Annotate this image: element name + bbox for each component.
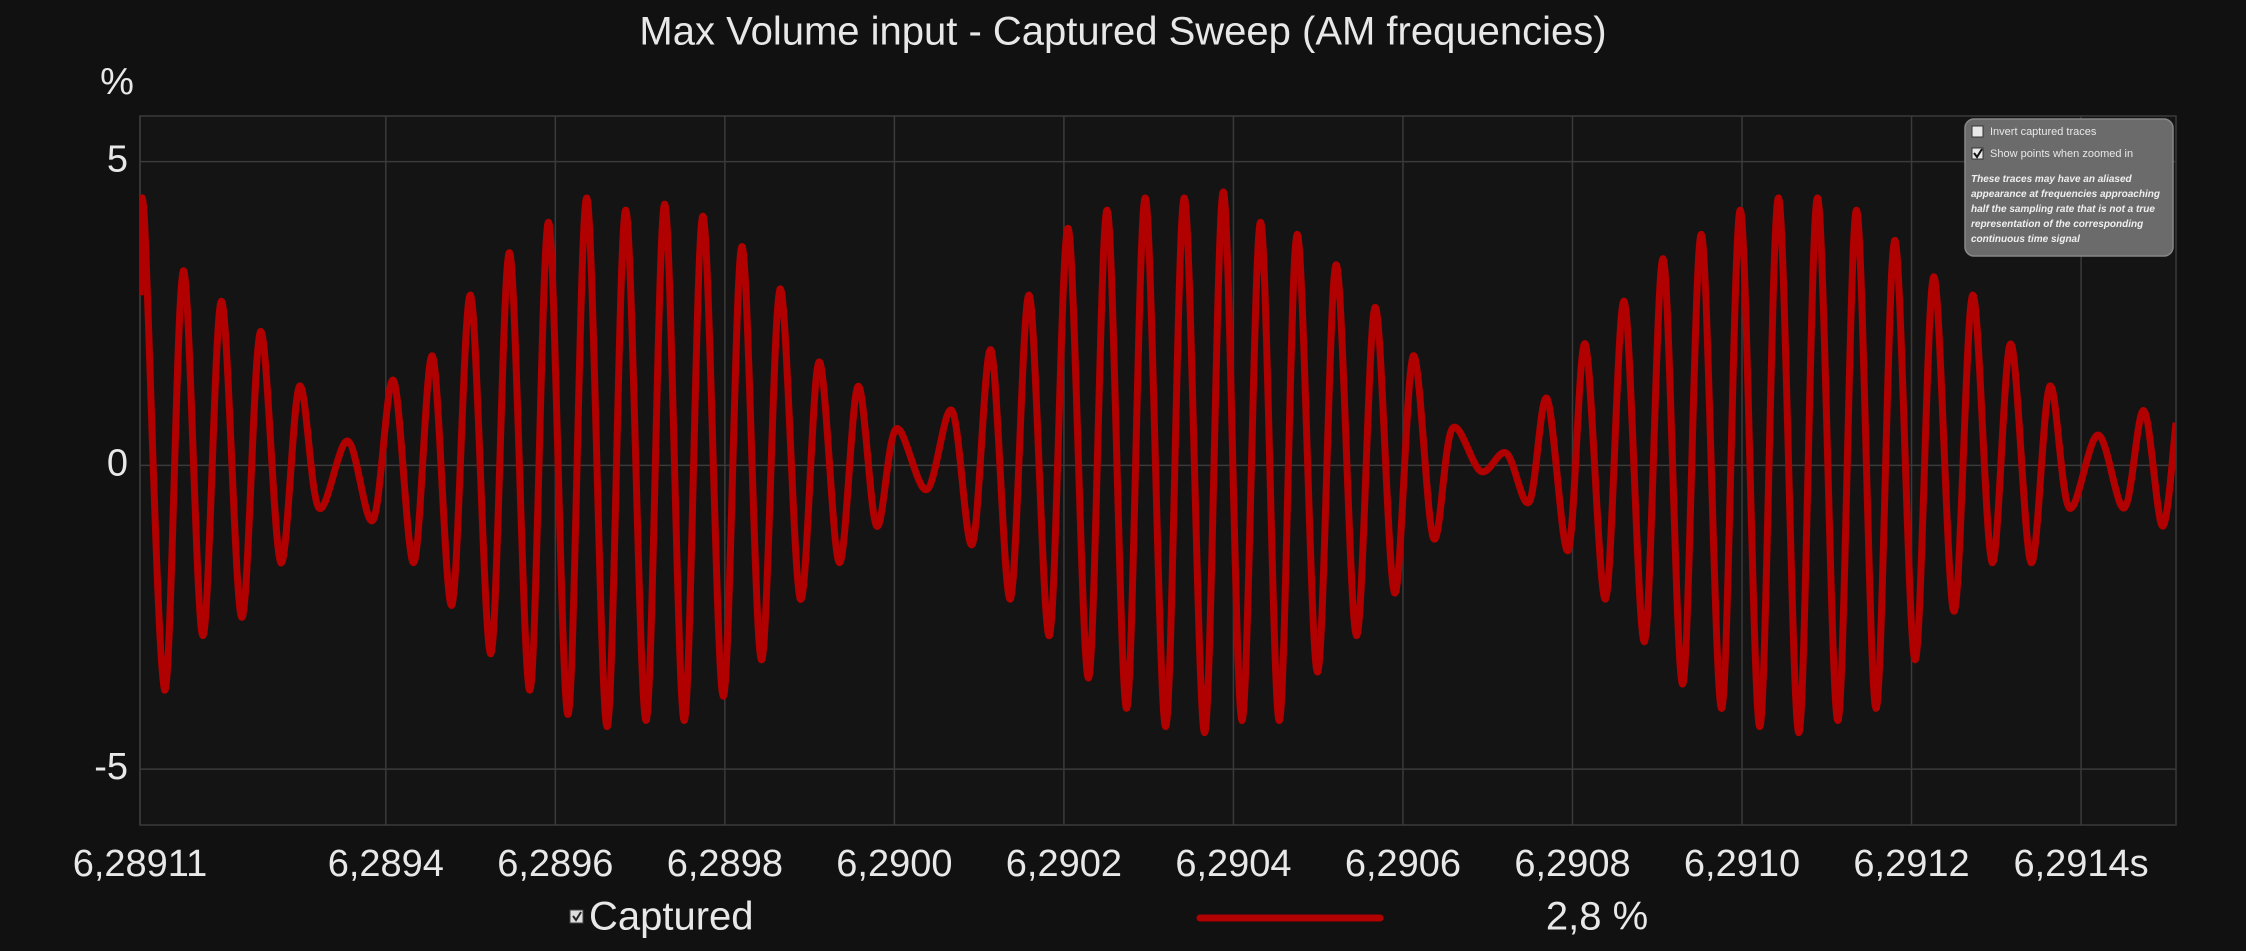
x-tick-label: 6,2900 bbox=[836, 843, 952, 885]
y-tick-label: 5 bbox=[107, 139, 128, 181]
checkbox[interactable] bbox=[1971, 125, 1984, 138]
option-label[interactable]: Invert captured traces bbox=[1990, 126, 2097, 138]
x-tick-label: 6,2906 bbox=[1345, 843, 1461, 885]
note: These traces may have an aliased appeara… bbox=[1971, 174, 2160, 245]
x-tick-label: 6,2912 bbox=[1853, 843, 1969, 885]
y-axis-label: % bbox=[100, 61, 134, 103]
plot-data bbox=[140, 188, 2176, 737]
legend-reading: 2,8 % bbox=[1546, 895, 1648, 939]
chart-title: Max Volume input - Captured Sweep (AM fr… bbox=[639, 10, 1606, 54]
option-label[interactable]: Show points when zoomed in bbox=[1990, 148, 2133, 160]
y-tick-label: -5 bbox=[94, 746, 128, 788]
legend-label[interactable]: Captured bbox=[589, 895, 754, 939]
x-tick-label: 6,2904 bbox=[1175, 843, 1291, 885]
checkmark bbox=[1973, 148, 1983, 159]
legend-check bbox=[572, 911, 582, 922]
x-tick-label: 6,28911 bbox=[73, 843, 208, 885]
x-tick-label: 6,2898 bbox=[667, 843, 783, 885]
x-tick-label: 6,2910 bbox=[1684, 843, 1800, 885]
x-tick-label: 6,2902 bbox=[1006, 843, 1122, 885]
note-box: These traces may have an aliased appeara… bbox=[1971, 174, 2160, 245]
options-panel: Invert captured traces Show points when … bbox=[1964, 118, 2174, 257]
legend: Captured 2,8 % bbox=[569, 895, 1648, 939]
x-tick-label: 6,2894 bbox=[328, 843, 444, 885]
x-tick-label: 6,2896 bbox=[497, 843, 613, 885]
panel-background bbox=[1964, 118, 2174, 257]
checkbox[interactable] bbox=[1971, 147, 1984, 160]
x-tick-label: 6,2914s bbox=[2013, 843, 2148, 885]
x-tick-label: 6,2908 bbox=[1514, 843, 1630, 885]
data-line bbox=[140, 188, 2176, 737]
y-tick-label: 0 bbox=[107, 442, 128, 484]
